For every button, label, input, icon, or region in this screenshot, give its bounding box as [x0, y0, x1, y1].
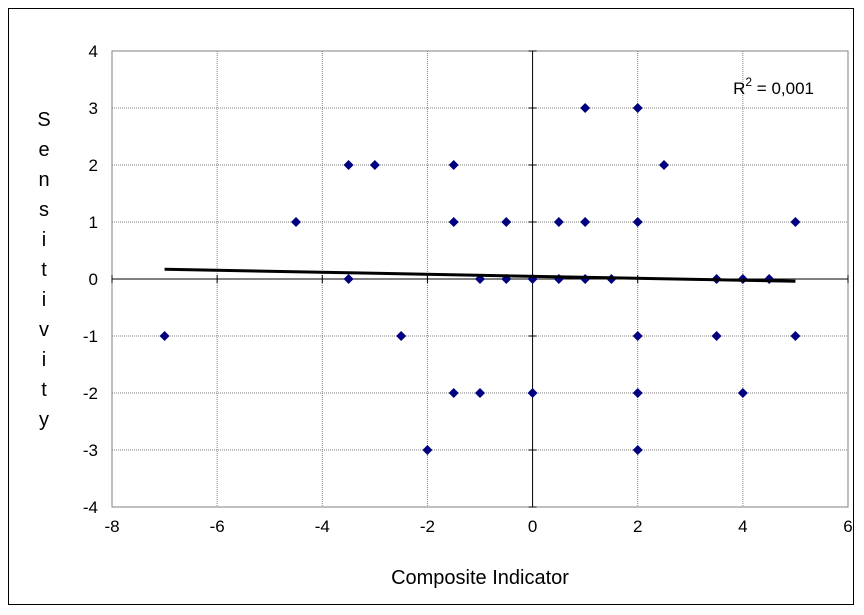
data-point — [790, 331, 801, 341]
x-tick-label: -4 — [315, 517, 330, 536]
data-point — [448, 217, 459, 227]
data-point — [501, 217, 512, 227]
data-point — [790, 217, 801, 227]
x-tick-label: 0 — [528, 517, 537, 536]
x-tick-label: 4 — [738, 517, 747, 536]
data-point — [159, 331, 170, 341]
y-tick-label: -1 — [83, 327, 98, 346]
trendline — [164, 267, 796, 283]
y-tick-label: 2 — [89, 156, 98, 175]
data-point — [291, 217, 301, 227]
data-point — [580, 103, 591, 113]
data-point — [632, 388, 643, 398]
x-tick-label: -6 — [210, 517, 225, 536]
data-point — [369, 160, 380, 170]
data-point — [659, 160, 669, 170]
data-point — [737, 388, 748, 398]
data-point — [580, 274, 591, 284]
y-tick-label: 4 — [89, 42, 98, 61]
x-tick-label: -8 — [104, 517, 119, 536]
data-point — [632, 331, 643, 341]
y-tick-label: 3 — [89, 99, 98, 118]
data-point — [475, 388, 485, 398]
data-point — [396, 331, 407, 341]
y-tick-label: 0 — [89, 270, 98, 289]
data-points — [159, 103, 801, 455]
x-tick-labels: -8 -6 -4 -2 0 2 4 6 — [104, 517, 852, 536]
data-point — [422, 445, 433, 455]
data-point — [764, 274, 775, 284]
data-point — [553, 217, 564, 227]
data-point — [711, 331, 722, 341]
x-tick-label: 2 — [633, 517, 642, 536]
data-point — [448, 160, 459, 170]
y-tick-label: -2 — [83, 384, 98, 403]
y-tick-label: -4 — [83, 498, 98, 517]
data-point — [580, 217, 591, 227]
x-tick-label: -2 — [420, 517, 435, 536]
data-point — [343, 274, 354, 284]
x-axis-title: Composite Indicator — [391, 567, 569, 589]
data-point — [448, 388, 459, 398]
r-squared-annotation: R2 = 0,001 — [733, 75, 814, 98]
data-point — [343, 160, 354, 170]
x-tick-label: 6 — [843, 517, 852, 536]
y-tick-label: -3 — [83, 441, 98, 460]
data-point — [632, 445, 643, 455]
data-point — [632, 217, 643, 227]
data-point — [527, 388, 538, 398]
y-tick-labels: -4 -3 -2 -1 0 1 2 3 4 — [83, 42, 98, 517]
y-tick-label: 1 — [89, 213, 98, 232]
data-point — [632, 103, 643, 113]
